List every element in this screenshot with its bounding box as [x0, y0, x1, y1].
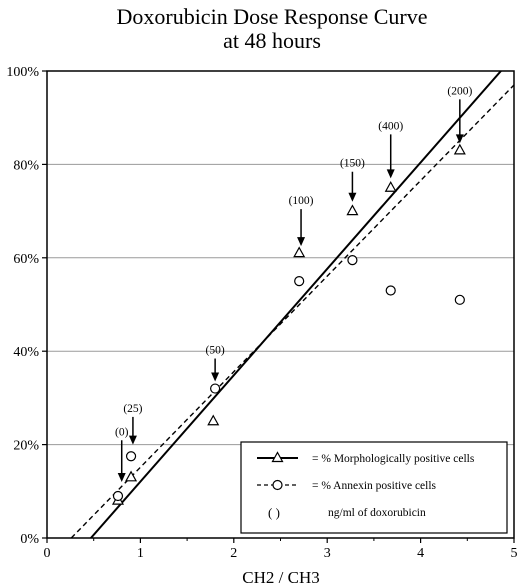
dose-arrow-head [128, 435, 137, 445]
dose-arrow-head [211, 372, 220, 382]
legend-morph-label: = % Morphologically positive cells [312, 453, 475, 465]
dose-label: (100) [289, 195, 314, 207]
legend-dose-label: ng/ml of doxorubicin [328, 507, 426, 519]
morph-point [346, 204, 359, 216]
legend-annexin-label: = % Annexin positive cells [312, 480, 437, 492]
morph-point [384, 181, 397, 192]
x-tick-label: 1 [137, 546, 144, 561]
dose-label: (150) [340, 158, 365, 170]
chart-title: Doxorubicin Dose Response Curve [116, 4, 427, 29]
x-tick-label: 2 [230, 546, 237, 561]
y-tick-label: 20% [13, 439, 39, 454]
annexin-point [125, 451, 137, 462]
annexin-point [112, 490, 124, 502]
annexin-point [294, 276, 305, 287]
legend: = % Morphologically positive cells = % A… [240, 441, 508, 534]
x-axis-label: CH2 / CH3 [242, 568, 319, 587]
dose-label: (400) [378, 120, 403, 132]
annexin-point [210, 383, 221, 394]
x-axis-ticks: 0 1 2 3 4 5 [44, 538, 518, 561]
annexin-point [385, 285, 396, 296]
annexin-point [454, 294, 465, 305]
y-tick-label: 0% [20, 532, 39, 547]
morph-point [293, 246, 306, 258]
x-tick-label: 4 [417, 546, 424, 561]
morph-point [453, 143, 466, 155]
dose-annotations: (0) (25) (50) (100) (150) (400) (200) [115, 85, 472, 482]
y-tick-label: 40% [13, 345, 39, 360]
x-tick-label: 3 [324, 546, 331, 561]
dose-label: (50) [206, 345, 225, 357]
dose-arrow-head [117, 472, 126, 482]
y-axis-ticks: 0% 20% 40% 60% 80% 100% [6, 65, 47, 547]
chart-subtitle: at 48 hours [223, 28, 321, 53]
morph-point [207, 414, 220, 426]
dose-arrow-head [297, 237, 306, 247]
morph-point [125, 470, 138, 482]
gridlines [47, 163, 514, 446]
y-tick-label: 80% [13, 158, 39, 173]
data-points [111, 143, 466, 505]
legend-dose-symbol: ( ) [268, 505, 280, 520]
fit-lines [70, 71, 514, 538]
annexin-point [347, 255, 358, 266]
morph-fit-line [90, 71, 502, 538]
dose-label: (25) [123, 403, 142, 415]
legend-annexin-marker [272, 479, 283, 491]
dose-label: (200) [447, 85, 472, 97]
annexin-fit-line [70, 84, 514, 538]
dose-arrow-head [455, 134, 464, 144]
legend-morph-marker [271, 451, 284, 463]
y-tick-label: 60% [13, 252, 39, 267]
dose-arrow-head [348, 192, 357, 202]
x-tick-label: 5 [511, 546, 518, 561]
x-tick-label: 0 [44, 546, 51, 561]
dose-arrow-head [386, 169, 395, 179]
y-tick-label: 100% [6, 65, 39, 80]
dose-label: (0) [115, 426, 129, 438]
